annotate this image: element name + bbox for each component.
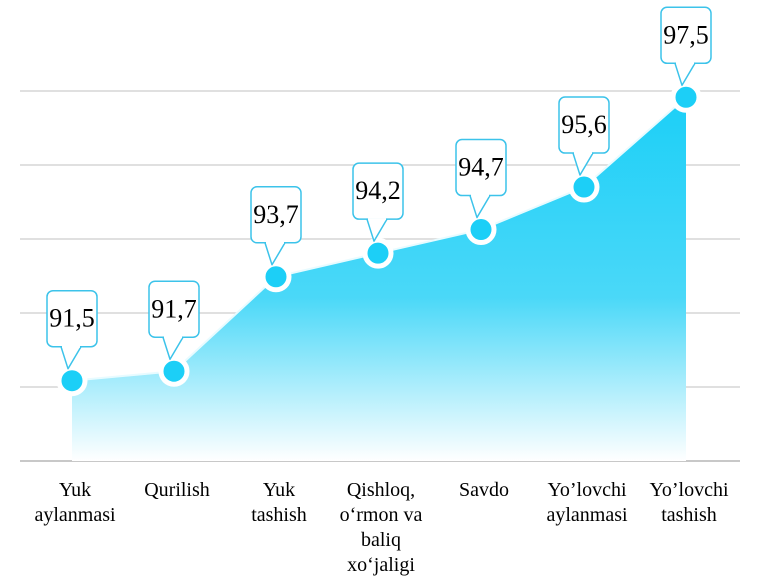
category-label-line: tashish: [661, 504, 717, 526]
callout-tail: [162, 336, 184, 361]
value-callout: 94,2: [352, 162, 404, 242]
category-label: Qurilish: [144, 479, 210, 501]
callout-tail: [366, 218, 388, 242]
data-label: 91,5: [49, 304, 95, 333]
callout-tail: [674, 62, 696, 87]
category-label-line: Yuk: [263, 479, 295, 501]
category-label: Yuk aylanmasi: [34, 479, 116, 526]
callout-tail: [572, 152, 594, 176]
data-point-marker: [568, 171, 600, 203]
category-label-line: Savdo: [459, 479, 509, 501]
category-label-line: tashish: [251, 504, 307, 526]
value-callout: 97,5: [660, 6, 712, 87]
data-point-marker: [362, 237, 394, 269]
data-point-marker: [158, 355, 190, 387]
data-label: 97,5: [663, 20, 709, 49]
category-label: Yo’lovchi tashish: [649, 479, 729, 526]
data-point-marker: [260, 261, 292, 293]
value-callout: 95,6: [558, 96, 610, 176]
category-label-line: xo‘jaligi: [347, 554, 415, 576]
value-callout: 91,5: [46, 289, 98, 370]
category-labels: Yuk aylanmasi Qurilish Yuk tashish Qishloq, o‘…: [34, 479, 729, 576]
category-label: Savdo: [459, 479, 509, 501]
category-label-line: baliq: [361, 529, 401, 551]
data-point-marker: [465, 214, 497, 246]
data-label: 91,7: [151, 294, 197, 323]
value-callouts: 91,5 91,7 93,7 94,2 94,7 95,6 97,5: [46, 6, 712, 370]
category-label: Yo’lovchi aylanmasi: [546, 479, 628, 526]
category-label-line: aylanmasi: [34, 504, 116, 526]
data-markers: [56, 81, 702, 397]
value-callout: 93,7: [250, 186, 302, 266]
category-label-line: Yo’lovchi: [547, 479, 627, 501]
category-label-line: Yo’lovchi: [649, 479, 729, 501]
category-label-line: Yuk: [59, 479, 91, 501]
category-label-line: Qishloq,: [347, 479, 415, 501]
category-label-line: aylanmasi: [546, 504, 628, 526]
callout-tail: [60, 346, 82, 370]
data-point-marker: [56, 365, 88, 397]
data-point-marker: [670, 81, 702, 113]
value-callout: 91,7: [148, 280, 200, 361]
value-callout: 94,7: [455, 138, 507, 219]
callout-tail: [264, 242, 286, 266]
area-fill: [72, 97, 686, 461]
category-label: Qishloq, o‘rmon va baliq xo‘jaligi: [340, 479, 423, 576]
data-label: 95,6: [561, 110, 607, 139]
category-label-line: Qurilish: [144, 479, 210, 501]
data-label: 93,7: [253, 200, 299, 229]
data-label: 94,7: [458, 153, 504, 182]
category-label-line: o‘rmon va: [340, 504, 423, 526]
callout-tail: [469, 195, 491, 219]
category-label: Yuk tashish: [251, 479, 307, 526]
data-label: 94,2: [355, 176, 401, 205]
